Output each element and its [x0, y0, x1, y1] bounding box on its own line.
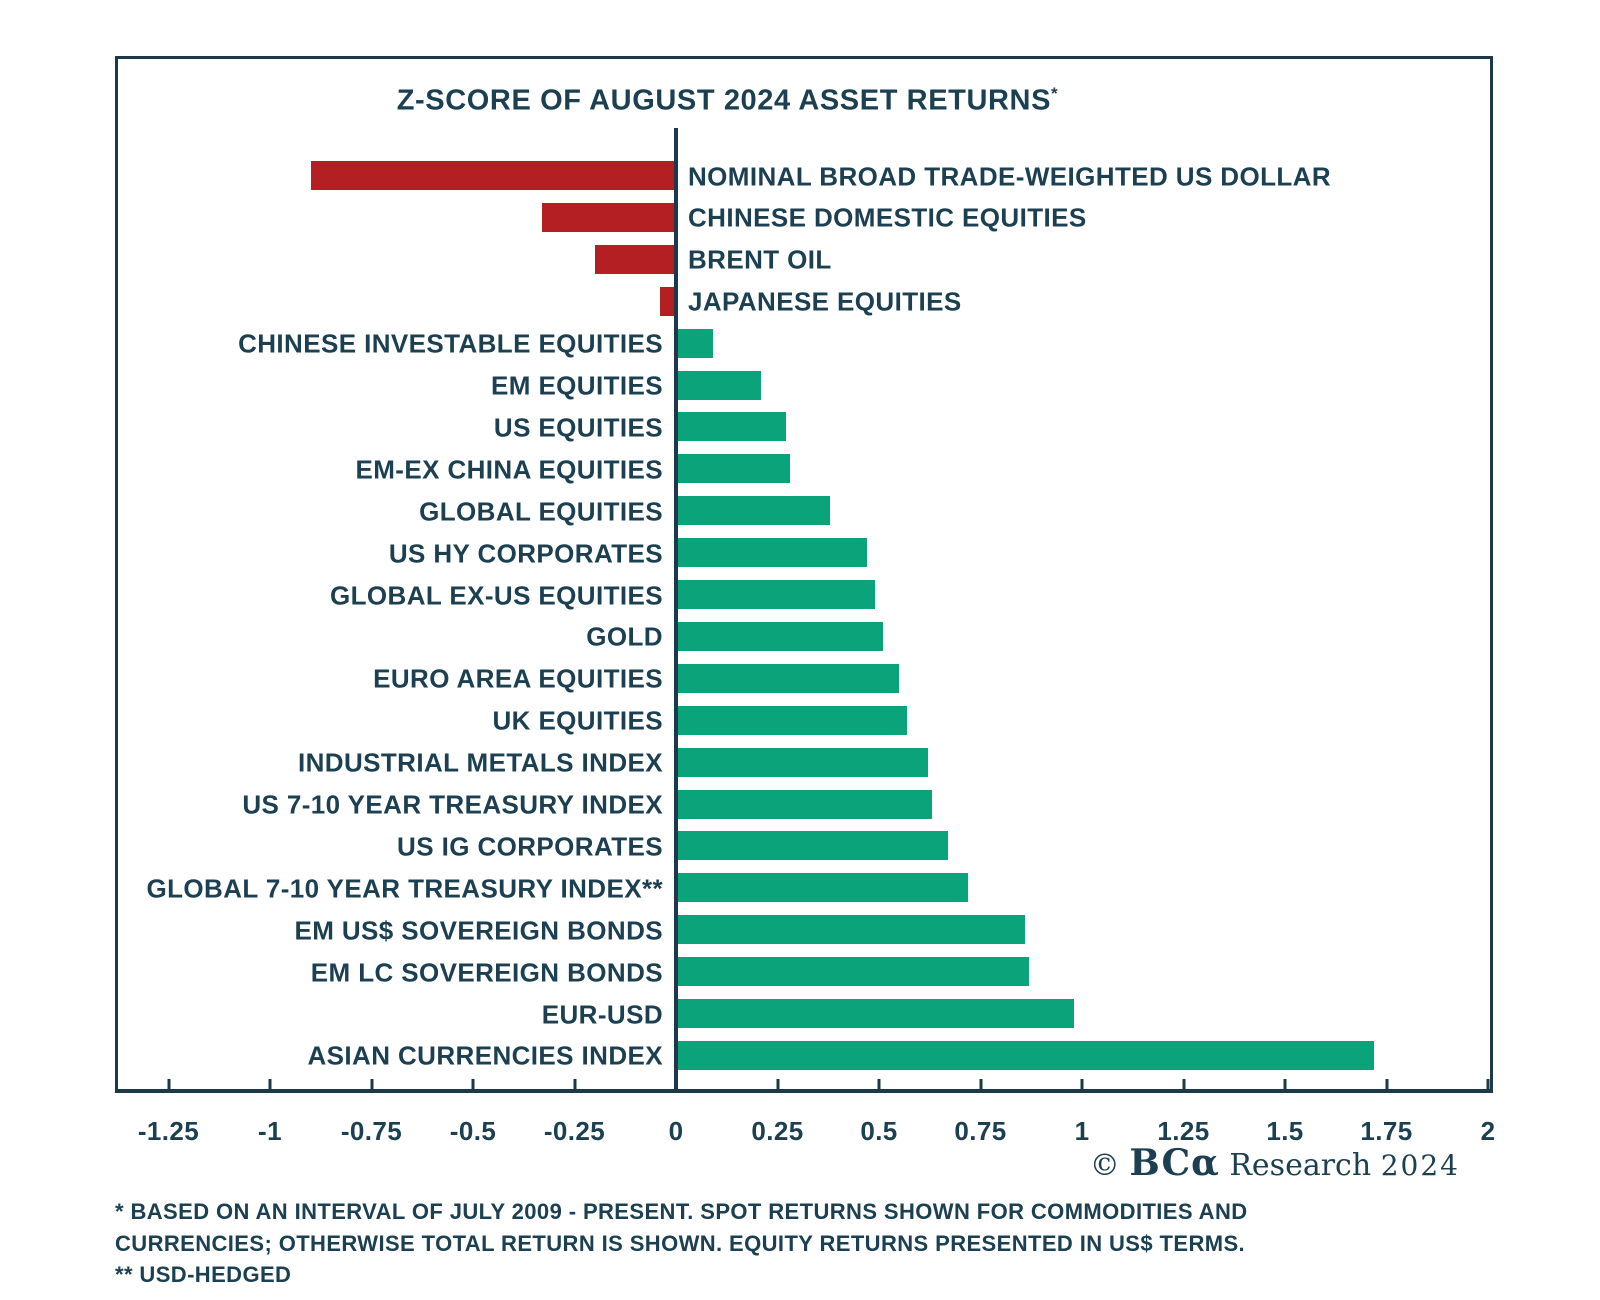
bar-label: CHINESE DOMESTIC EQUITIES [688, 202, 1087, 233]
x-axis-tick-label: 0.25 [751, 1116, 804, 1146]
bar [678, 496, 831, 526]
bar-label: EM-EX CHINA EQUITIES [355, 454, 663, 485]
x-axis-tick-label: 1 [1074, 1116, 1090, 1146]
zero-axis-line [674, 128, 678, 1093]
bar [310, 161, 674, 190]
x-axis-tick-label: -1.25 [137, 1116, 200, 1146]
footnote-line: CURRENCIES; OTHERWISE TOTAL RETURN IS SH… [115, 1230, 1246, 1256]
bar-label: NOMINAL BROAD TRADE-WEIGHTED US DOLLAR [688, 161, 1332, 191]
bar [678, 663, 900, 693]
bar-label: US IG CORPORATES [397, 831, 663, 862]
bar-label: EM EQUITIES [491, 370, 663, 401]
bar-label: ASIAN CURRENCIES INDEX [307, 1040, 663, 1071]
brand-suffix: Research [1229, 1148, 1372, 1183]
bar [678, 538, 867, 568]
x-axis-tick-label: 1.75 [1360, 1116, 1413, 1146]
bar [678, 412, 786, 442]
bar [678, 370, 762, 400]
bar-label: UK EQUITIES [492, 705, 663, 736]
x-axis-tick-label: 1.25 [1157, 1116, 1210, 1146]
x-axis-tick [1486, 1079, 1490, 1090]
bar-label: US HY CORPORATES [388, 538, 663, 569]
footnote-line: ** USD-HEDGED [115, 1262, 292, 1287]
bar [594, 244, 674, 274]
bar-label: CHINESE INVESTABLE EQUITIES [238, 328, 663, 359]
x-axis-tick [370, 1079, 373, 1090]
x-axis-tick [1283, 1079, 1287, 1090]
x-axis-tick [674, 1079, 678, 1090]
bar-label: GOLD [586, 621, 663, 652]
brand-year: 2024 [1380, 1149, 1460, 1182]
bar-label: JAPANESE EQUITIES [688, 286, 962, 317]
bar [678, 328, 713, 358]
bar-label: GLOBAL EX-US EQUITIES [330, 580, 663, 610]
bar-label: EUR-USD [541, 999, 663, 1029]
bar [678, 789, 932, 819]
x-axis-tick-label: 2 [1480, 1116, 1496, 1146]
x-axis-tick [167, 1079, 170, 1090]
bar [542, 202, 674, 232]
x-axis-tick-label: -0.75 [340, 1116, 403, 1146]
footnote-line: * BASED ON AN INTERVAL OF JULY 2009 - PR… [115, 1199, 1248, 1224]
x-axis-tick [877, 1079, 881, 1090]
bar-label: GLOBAL EQUITIES [419, 496, 663, 527]
x-axis-tick [268, 1079, 272, 1090]
x-axis-tick-label: 1.5 [1266, 1116, 1304, 1146]
x-axis-tick-label: -1 [258, 1116, 282, 1146]
bar [678, 957, 1030, 987]
bar-label: BRENT OIL [688, 244, 832, 275]
bar-label: GLOBAL 7-10 YEAR TREASURY INDEX** [146, 873, 663, 904]
bar [678, 454, 790, 484]
bar [678, 915, 1026, 945]
x-axis-tick [979, 1079, 982, 1090]
x-axis-tick-label: 0 [668, 1116, 684, 1146]
chart-title-footnote-mark: * [1051, 84, 1059, 103]
bar [678, 580, 875, 609]
bar-label: US 7-10 YEAR TREASURY INDEX [242, 789, 663, 820]
bar-label: EM LC SOVEREIGN BONDS [310, 957, 663, 988]
bar [678, 1040, 1375, 1070]
chart-title-text: Z-SCORE OF AUGUST 2024 ASSET RETURNS [396, 84, 1052, 117]
x-axis-tick [471, 1079, 475, 1090]
bar-label: INDUSTRIAL METALS INDEX [297, 747, 663, 778]
bar-label: EURO AREA EQUITIES [373, 663, 663, 694]
x-axis-tick [1182, 1079, 1185, 1090]
x-axis-tick [573, 1079, 576, 1090]
bar [678, 831, 949, 861]
bar [659, 286, 674, 316]
bar [678, 747, 928, 777]
x-axis-tick [1080, 1079, 1084, 1090]
footnotes: * BASED ON AN INTERVAL OF JULY 2009 - PR… [115, 1196, 1515, 1291]
x-axis-tick-label: 0.5 [860, 1116, 898, 1146]
x-axis-tick [1385, 1079, 1388, 1090]
x-axis-tick-label: -0.5 [449, 1116, 497, 1146]
brand-name: BCα [1129, 1142, 1220, 1184]
bca-research-logo: © BCα Research 2024 [115, 1142, 1460, 1184]
x-axis-tick-label: 0.75 [954, 1116, 1007, 1146]
chart-title: Z-SCORE OF AUGUST 2024 ASSET RETURNS* [115, 84, 1340, 118]
bar-label: EM US$ SOVEREIGN BONDS [294, 915, 663, 946]
x-axis-tick-label: -0.25 [543, 1116, 606, 1146]
copyright-symbol: © [1089, 1148, 1120, 1183]
bar-label: US EQUITIES [493, 412, 663, 443]
bar [678, 705, 908, 735]
bar [678, 873, 969, 903]
bar [678, 999, 1074, 1028]
x-axis-tick [776, 1079, 779, 1090]
bar [678, 621, 884, 651]
